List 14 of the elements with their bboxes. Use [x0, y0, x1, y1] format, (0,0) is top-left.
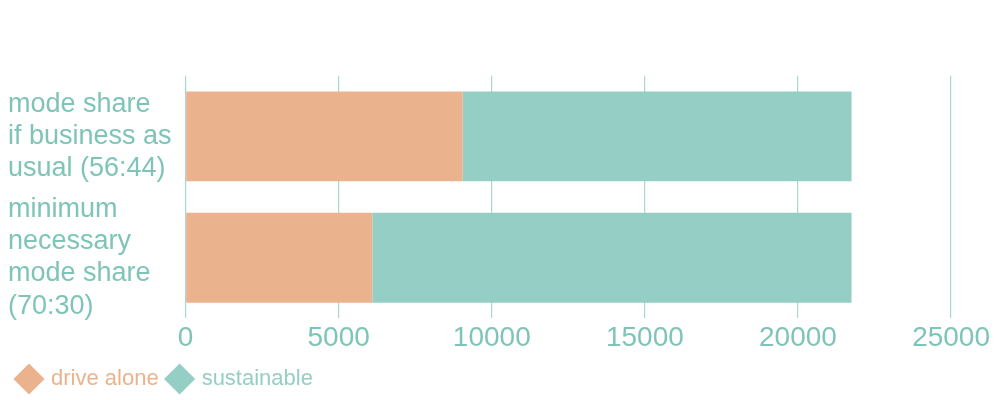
y-tick-label: mode share if business as usual (56:44)	[8, 87, 172, 183]
x-tick-label: 20000	[759, 320, 837, 352]
bar	[186, 212, 373, 303]
x-tick-label: 10000	[452, 320, 531, 352]
y-tick-label: minimum necessary mode share (70:30)	[8, 192, 151, 320]
x-tick-label: 15000	[605, 320, 684, 352]
legend-label: sustainable	[201, 365, 313, 391]
x-tick-label: 25000	[912, 320, 991, 352]
x-tick-label: 0	[177, 320, 194, 352]
bar	[462, 91, 852, 182]
legend-label: drive alone	[51, 365, 159, 391]
bar	[186, 91, 463, 182]
bar	[372, 212, 852, 303]
x-tick-label: 5000	[307, 320, 370, 352]
